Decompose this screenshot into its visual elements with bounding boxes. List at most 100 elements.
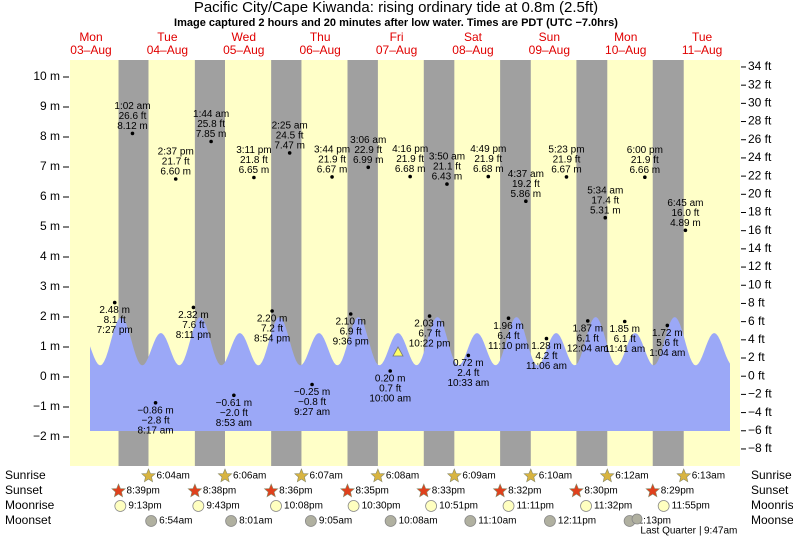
row-label: Sunset: [5, 483, 43, 497]
tide-height-ft: 21.8 ft: [240, 155, 268, 166]
tide-time: 4:49 pm: [470, 144, 506, 155]
tide-height-ft: 0.7 ft: [379, 384, 401, 395]
sunrise-time: 6:12am: [615, 471, 648, 482]
sunset-marker: [416, 483, 432, 498]
moonrise-marker: [347, 500, 360, 512]
tide-height-m: 6.60 m: [160, 167, 191, 178]
y-tick-label: 4 m: [40, 249, 60, 263]
y2-tick-label: −4 ft: [748, 405, 772, 419]
tide-point: [466, 353, 471, 358]
tide-height-m: 2.48 m: [99, 305, 130, 316]
tide-height-m: 6.68 m: [473, 164, 504, 175]
y2-tick-label: −2 ft: [748, 387, 772, 401]
y-tick-label: 9 m: [40, 99, 60, 113]
moonset-marker: [464, 515, 477, 527]
day-name: Sat: [464, 30, 483, 44]
sunset-time: 8:35pm: [355, 486, 388, 497]
sunset-marker: [187, 483, 203, 498]
tide-height-m: 6.67 m: [317, 165, 348, 176]
moonset-time: 8:01am: [239, 516, 272, 527]
y-tick-label: 0 m: [40, 369, 60, 383]
tide-height-m: 1.87 m: [572, 324, 603, 335]
tide-height-ft: 16.0 ft: [672, 208, 700, 219]
tide-height-ft: 21.9 ft: [631, 155, 659, 166]
tide-time: 10:33 am: [447, 378, 489, 389]
sunset-marker: [111, 483, 126, 498]
y-tick-label: −1 m: [33, 399, 60, 413]
tide-point: [665, 323, 670, 328]
tide-point: [252, 175, 256, 180]
sunrise-marker: [370, 468, 386, 483]
tide-height-ft: 17.4 ft: [591, 195, 619, 206]
moonset-marker: [384, 515, 397, 527]
tide-point: [173, 177, 178, 181]
sunset-marker: [568, 483, 584, 498]
sunset-time: 8:32pm: [508, 486, 541, 497]
tide-time: 11:41 am: [604, 344, 645, 355]
tide-height-m: 6.65 m: [239, 165, 270, 176]
tide-time: 11:10 pm: [488, 341, 529, 352]
sunrise-time: 6:07am: [309, 471, 342, 482]
tide-height-ft: −0.8 ft: [298, 397, 326, 408]
tide-height-m: −0.61 m: [216, 398, 252, 409]
sunrise-marker: [217, 468, 233, 483]
tide-point: [310, 382, 314, 387]
y-tick-label: 5 m: [40, 219, 60, 233]
chart-subtitle: Image captured 2 hours and 20 minutes af…: [174, 17, 618, 29]
y-tick-label: 10 m: [33, 69, 60, 83]
day-date: 09–Aug: [529, 43, 570, 57]
tide-height-m: −0.25 m: [294, 387, 330, 398]
day-date: 04–Aug: [147, 43, 188, 57]
moonset-time: 9:05am: [319, 516, 352, 527]
day-name: Tue: [692, 30, 713, 44]
tide-height-ft: 24.5 ft: [276, 131, 304, 142]
tide-time: 4:16 pm: [392, 144, 428, 155]
row-label: Moonrise: [5, 498, 55, 512]
moon-phase-sep: |: [699, 526, 702, 537]
tide-point: [427, 314, 432, 318]
moonset-marker: [225, 515, 238, 527]
tide-time: 8:54 pm: [254, 334, 290, 345]
moonrise-marker: [192, 500, 205, 512]
tide-time: 11:06 am: [526, 361, 567, 372]
sunrise-marker: [446, 468, 462, 483]
moon-phase-name: Last Quarter: [640, 526, 696, 537]
day-name: Tue: [157, 30, 178, 44]
moonrise-marker: [502, 500, 515, 512]
sunset-time: 8:29pm: [661, 486, 694, 497]
tide-height-ft: 25.8 ft: [197, 119, 225, 130]
moonrise-marker: [580, 500, 592, 512]
tide-height-m: 5.86 m: [511, 189, 542, 200]
current-level-marker: [392, 346, 404, 357]
moon-phase-icon: [631, 513, 643, 525]
y-tick-label: 3 m: [40, 279, 60, 293]
day-name: Fri: [390, 30, 404, 44]
sunrise-marker: [523, 468, 539, 483]
moonrise-marker: [270, 500, 282, 512]
tide-height-m: 7.47 m: [274, 141, 305, 152]
moonset-time: 11:10am: [478, 516, 516, 527]
y-tick-label: 8 m: [40, 129, 60, 143]
tide-point: [232, 393, 236, 398]
moonset-time: 1:13pm: [638, 516, 671, 527]
tide-height-ft: 6.4 ft: [497, 331, 519, 342]
tide-point: [153, 401, 158, 405]
moonset-marker: [544, 515, 556, 527]
y2-tick-label: 4 ft: [748, 332, 765, 346]
row-label-right: Moonset: [751, 513, 793, 527]
tide-time: 3:11 pm: [236, 145, 271, 156]
chart-title: Pacific City/Cape Kiwanda: rising ordina…: [194, 0, 598, 16]
day-date: 11–Aug: [682, 43, 722, 57]
day-name: Thu: [310, 30, 331, 44]
tide-height-m: 1.72 m: [652, 328, 683, 339]
moon-phase-time: 9:47am: [704, 526, 737, 537]
tide-height-m: 2.20 m: [257, 314, 288, 325]
tide-point: [506, 316, 511, 321]
sunrise-marker: [141, 468, 156, 483]
tide-height-ft: 8.1 ft: [104, 315, 126, 326]
tide-height-ft: −2.8 ft: [142, 415, 170, 426]
sunset-time: 8:39pm: [127, 486, 160, 497]
tide-point: [388, 369, 392, 373]
tide-height-ft: 7.2 ft: [261, 324, 283, 335]
